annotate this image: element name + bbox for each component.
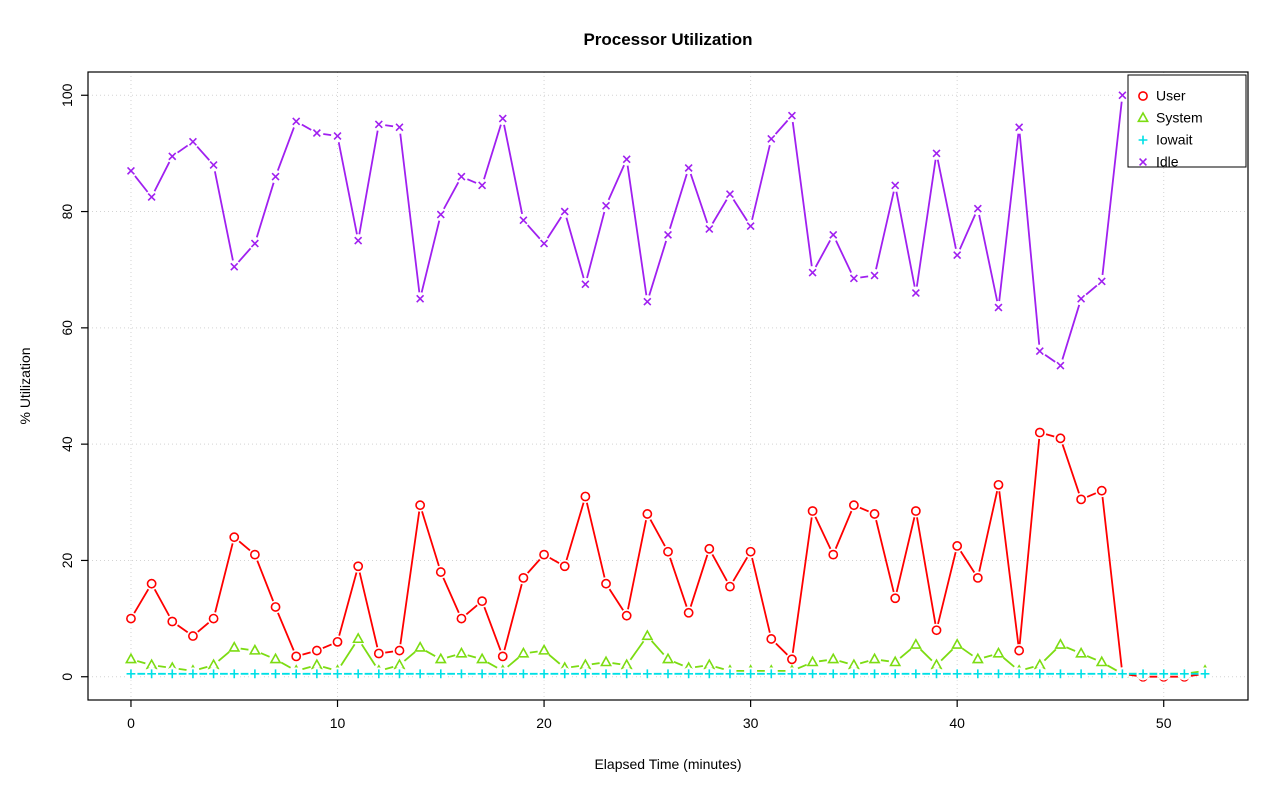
legend: User System Iowait Idle [1127,74,1247,170]
series-iowait [124,667,1212,681]
y-tick-label: 60 [59,320,75,336]
y-tick-label: 20 [59,552,75,568]
legend-item-idle: Idle [1139,154,1179,170]
y-axis: 0 20 40 60 80 100 [59,83,88,681]
x-tick-label: 0 [127,715,135,731]
x-tick-label: 40 [949,715,965,731]
series-idle [124,88,1212,373]
y-tick-label: 80 [59,204,75,220]
plot-border [87,71,1249,701]
x-tick-label: 20 [536,715,552,731]
series-system [124,629,1212,681]
x-axis-title: Elapsed Time (minutes) [594,756,742,772]
legend-item-iowait: Iowait [1138,132,1193,148]
chart-title: Processor Utilization [583,30,753,49]
x-tick-label: 30 [743,715,759,731]
legend-item-user: User [1138,88,1186,104]
legend-item-system: System [1137,110,1203,126]
x-tick-label: 50 [1156,715,1172,731]
grid [88,72,1248,700]
legend-label: Iowait [1156,132,1193,148]
y-tick-label: 100 [59,83,75,107]
series-user [124,426,1212,684]
legend-label: Idle [1156,154,1179,170]
y-tick-label: 40 [59,436,75,452]
x-tick-label: 10 [330,715,346,731]
legend-label: User [1156,88,1186,104]
y-tick-label: 0 [59,673,75,681]
legend-label: System [1156,110,1203,126]
y-axis-title: % Utilization [17,347,33,425]
x-axis: 0 10 20 30 40 50 [127,700,1172,731]
